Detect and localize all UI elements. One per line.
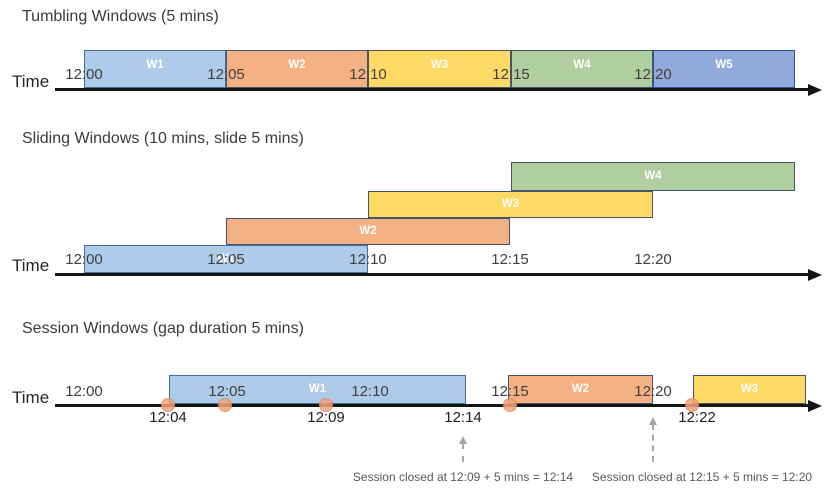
window-box-w1: W1 [84, 50, 226, 88]
annotation-arrow-stem [652, 424, 654, 462]
window-label-w3: W3 [740, 383, 759, 395]
window-box-w1: W1 [169, 375, 466, 404]
window-box-w2: W2 [226, 218, 510, 245]
window-label-w3: W3 [430, 59, 449, 71]
tick-label-12-10: 12:10 [349, 66, 387, 83]
sliding-time-axis-label: Time [12, 256, 50, 275]
window-box-w1: W1 [84, 245, 368, 273]
tick-label-12-20: 12:20 [634, 66, 672, 83]
window-box-w4: W4 [511, 162, 795, 191]
tick-label-12-00: 12:00 [65, 66, 103, 83]
tumbling-time-axis-line [55, 88, 810, 91]
window-label-w1: W1 [146, 59, 164, 71]
event-time-label-12-04: 12:04 [149, 409, 187, 426]
session-time-axis-label: Time [12, 388, 50, 407]
tumbling-section-title: Tumbling Windows (5 mins) [22, 8, 219, 25]
sliding-section-title: Sliding Windows (10 mins, slide 5 mins) [22, 130, 304, 147]
tumbling-time-axis-label: Time [12, 72, 50, 91]
window-box-w3: W3 [368, 191, 653, 218]
window-label-w1: W1 [217, 253, 235, 265]
tick-label-12-05: 12:05 [207, 251, 245, 268]
event-dot [161, 398, 175, 412]
event-dot [685, 398, 699, 412]
window-box-w2: W2 [226, 50, 368, 88]
session-section-title: Session Windows (gap duration 5 mins) [22, 320, 304, 337]
event-time-label-12-14: 12:14 [444, 409, 482, 426]
window-box-w3: W3 [693, 375, 806, 404]
tick-label-12-05: 12:05 [207, 66, 245, 83]
annotation-arrowhead-icon [649, 417, 657, 425]
tick-label-12-10: 12:10 [349, 251, 387, 268]
window-label-w2: W2 [571, 383, 590, 395]
tick-label-12-15: 12:15 [492, 66, 530, 83]
window-label-w4: W4 [644, 170, 662, 182]
annotation-arrow-stem [462, 443, 464, 462]
sliding-time-axis-line [55, 273, 810, 276]
window-box-w4: W4 [511, 50, 653, 88]
tick-label-12-20: 12:20 [634, 383, 672, 400]
event-dot [503, 398, 517, 412]
tick-label-12-00: 12:00 [65, 383, 103, 400]
event-dot [319, 398, 333, 412]
window-label-w1: W1 [308, 383, 327, 395]
event-time-label-12-22: 12:22 [678, 409, 716, 426]
window-label-w2: W2 [359, 225, 377, 237]
window-label-w3: W3 [501, 198, 520, 210]
sliding-axis-arrowhead-icon [808, 268, 822, 281]
session-closed-note: Session closed at 12:15 + 5 mins = 12:20 [591, 470, 813, 484]
window-label-w5: W5 [715, 59, 733, 71]
event-dot [218, 398, 232, 412]
annotation-arrowhead-icon [459, 436, 467, 444]
session-axis-arrowhead-icon [808, 399, 822, 412]
tumbling-axis-arrowhead-icon [808, 83, 822, 96]
event-time-label-12-09: 12:09 [307, 409, 345, 426]
window-box-w5: W5 [653, 50, 795, 88]
session-closed-note: Session closed at 12:09 + 5 mins = 12:14 [352, 470, 574, 484]
session-time-axis-line [55, 404, 810, 407]
tick-label-12-15: 12:15 [491, 251, 529, 268]
window-box-w3: W3 [368, 50, 511, 88]
window-box-w2: W2 [508, 375, 653, 404]
tick-label-12-15: 12:15 [491, 383, 529, 400]
tick-label-12-00: 12:00 [65, 251, 103, 268]
tick-label-12-20: 12:20 [634, 251, 672, 268]
tick-label-12-05: 12:05 [208, 383, 246, 400]
window-label-w2: W2 [288, 59, 306, 71]
tick-label-12-10: 12:10 [351, 383, 389, 400]
window-label-w4: W4 [573, 59, 591, 71]
